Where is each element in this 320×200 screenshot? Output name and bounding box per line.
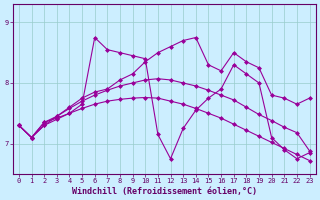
- X-axis label: Windchill (Refroidissement éolien,°C): Windchill (Refroidissement éolien,°C): [72, 187, 257, 196]
